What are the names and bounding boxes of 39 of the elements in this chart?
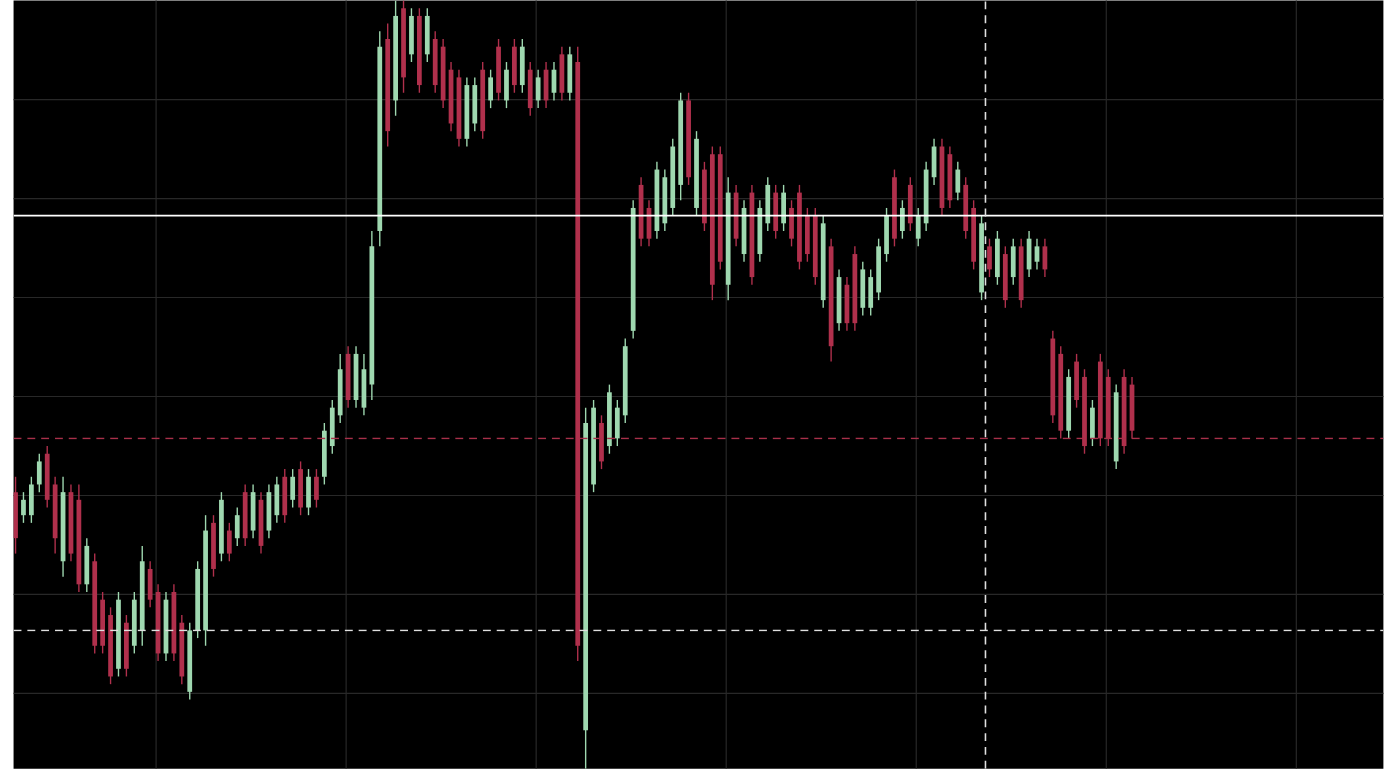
candlestick — [1010, 237, 1016, 286]
candlestick — [512, 38, 517, 94]
candlestick — [13, 475, 18, 555]
candlestick — [21, 491, 26, 524]
candlestick — [496, 38, 501, 102]
candlestick — [211, 514, 216, 578]
candlestick — [995, 230, 1000, 286]
candlestick — [226, 522, 232, 562]
candlestick — [124, 614, 129, 678]
candlestick — [234, 506, 240, 547]
candlestick — [306, 468, 311, 516]
candlestick — [409, 7, 414, 63]
candlestick — [424, 7, 430, 63]
candlestick — [900, 199, 905, 240]
candlestick — [781, 184, 786, 232]
candlestick — [298, 460, 303, 516]
candlestick — [314, 468, 319, 509]
candlestick — [432, 30, 438, 94]
candlestick — [535, 68, 541, 109]
candlestick — [290, 468, 296, 509]
candlestick — [907, 176, 913, 232]
candlestick — [274, 475, 280, 524]
candlestick — [987, 237, 992, 278]
candlestick — [472, 76, 478, 132]
candlestick — [1002, 245, 1008, 309]
candlestick — [955, 161, 961, 201]
candlestick — [527, 61, 533, 117]
candlestick — [84, 537, 90, 593]
candlestick — [242, 483, 248, 547]
candlestick — [488, 68, 494, 109]
candlestick — [504, 61, 509, 109]
candlestick — [773, 184, 779, 240]
candlestick — [36, 452, 42, 493]
candlestick — [860, 260, 866, 317]
candlestick — [1090, 399, 1095, 447]
candlestick — [567, 45, 573, 102]
candlestick — [519, 38, 525, 94]
candlestick — [29, 475, 34, 524]
candlestick — [282, 468, 288, 524]
